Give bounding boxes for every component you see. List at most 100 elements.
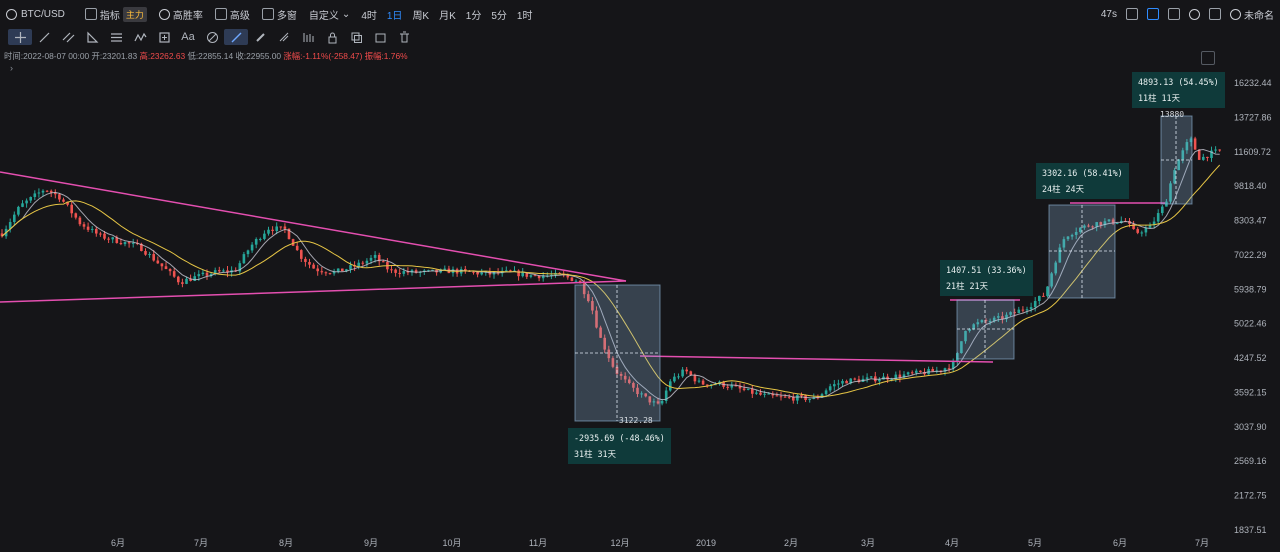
candle-body <box>242 254 246 264</box>
wave-icon <box>133 32 146 41</box>
candle-body <box>857 379 861 382</box>
candle-body <box>1017 309 1021 314</box>
candle-body <box>111 237 114 240</box>
custom-timeframe-button[interactable]: 自定义 ⌄ <box>303 4 356 24</box>
price-range-icon <box>231 32 241 42</box>
trendline-tool[interactable] <box>32 29 56 45</box>
candle-body <box>693 375 697 382</box>
indicator-button[interactable]: 指标 主力 <box>79 4 153 24</box>
candle-body <box>878 379 881 382</box>
chart-corner-button[interactable] <box>1201 51 1215 65</box>
advanced-label: 高级 <box>229 10 250 22</box>
candle-body <box>689 371 693 376</box>
candle-body <box>464 269 467 271</box>
candle-body <box>402 271 406 274</box>
cloud-save-button[interactable]: 未命名 <box>1230 7 1274 22</box>
candle-body <box>427 270 430 272</box>
candle-body <box>529 275 533 277</box>
expand-legend-icon[interactable]: › <box>10 63 13 73</box>
trash-icon <box>399 31 409 42</box>
ohlc-amplitude: 振幅:1.76% <box>364 51 408 61</box>
candle-body <box>320 271 324 273</box>
candle-body <box>1173 170 1176 184</box>
candle-body <box>533 275 537 277</box>
delete-tool[interactable] <box>392 29 416 45</box>
triangle-tool[interactable] <box>80 29 104 45</box>
candle-body <box>902 374 906 378</box>
measure-tool[interactable] <box>152 29 176 45</box>
candle-body <box>349 265 352 270</box>
candle-body <box>677 376 680 378</box>
bars-pattern-tool[interactable] <box>296 29 320 45</box>
candle-body <box>1148 224 1152 228</box>
copy-tool[interactable] <box>344 29 368 45</box>
candle-body <box>189 278 192 281</box>
timeframe-5m[interactable]: 5分 <box>491 10 507 22</box>
candle-body <box>796 395 799 401</box>
measure-4-extreme: 13880 <box>1160 110 1185 119</box>
pattern-tool[interactable] <box>200 29 224 45</box>
candle-body <box>316 268 319 272</box>
candle-body <box>595 310 598 328</box>
candle-body <box>767 393 770 395</box>
timeframe-1d[interactable]: 1日 <box>386 10 403 22</box>
camera-icon[interactable] <box>1126 8 1138 20</box>
y-tick-label: 9818.40 <box>1234 181 1267 191</box>
timeframe-1m[interactable]: 1分 <box>465 10 482 22</box>
candle-body <box>90 228 94 230</box>
candle-body <box>726 386 729 388</box>
candle-body <box>443 268 447 270</box>
y-tick-label: 13727.86 <box>1234 112 1272 122</box>
candle-body <box>287 228 291 240</box>
channel-tool[interactable] <box>56 29 80 45</box>
candle-body <box>8 222 12 229</box>
candle-body <box>1181 150 1185 160</box>
horizontal-lines-tool[interactable] <box>104 29 128 45</box>
candle-body <box>574 280 578 282</box>
candle-body <box>58 194 61 200</box>
winrate-button[interactable]: 高胜率 <box>153 4 209 24</box>
candle-body <box>763 393 766 395</box>
chart-type-icon[interactable] <box>1168 8 1180 20</box>
visibility-tool[interactable] <box>368 29 392 45</box>
candle-body <box>1103 221 1107 226</box>
triangle-icon <box>86 31 98 43</box>
brush-tool[interactable] <box>248 29 272 45</box>
symbol-selector[interactable]: BTC/USD <box>6 8 75 20</box>
candle-body <box>894 374 898 380</box>
price-range-tool[interactable] <box>224 29 248 45</box>
candle-body <box>898 374 902 378</box>
candle-body <box>95 228 98 234</box>
multiwindow-button[interactable]: 多窗 <box>256 4 303 24</box>
timeframe-month[interactable]: 月K <box>439 10 456 22</box>
candle-body <box>505 270 508 272</box>
advanced-button[interactable]: 高级 <box>209 4 256 24</box>
timeframe-1h[interactable]: 1时 <box>516 10 533 22</box>
text-tool[interactable]: Aa <box>176 29 200 45</box>
gear-icon[interactable] <box>1189 8 1200 20</box>
wave-tool[interactable] <box>128 29 152 45</box>
candle-body <box>164 266 168 270</box>
ruler-tool[interactable] <box>272 29 296 45</box>
x-tick-label: 5月 <box>1028 538 1042 548</box>
lock-tool[interactable] <box>320 29 344 45</box>
timeframe-week[interactable]: 周K <box>412 10 430 22</box>
crosshair-tool[interactable] <box>8 29 32 45</box>
candle-body <box>570 277 574 281</box>
edit-icon[interactable] <box>1147 8 1159 20</box>
ohlc-low: 低:22855.14 <box>187 51 234 61</box>
chevron-down-icon: ⌄ <box>341 8 351 20</box>
candle-body <box>541 275 545 279</box>
candle-body <box>107 238 110 240</box>
ma-fast-line <box>1 148 1220 401</box>
ohlc-high: 高:23262.63 <box>139 51 186 61</box>
timeframe-4h[interactable]: 4时 <box>361 10 377 22</box>
x-tick-label: 11月 <box>529 538 547 548</box>
candle-body <box>669 381 672 391</box>
candle-body <box>509 270 512 272</box>
candle-body <box>558 272 561 274</box>
candle-body <box>181 282 184 284</box>
fullscreen-icon[interactable] <box>1209 8 1221 20</box>
candle-body <box>119 242 123 245</box>
